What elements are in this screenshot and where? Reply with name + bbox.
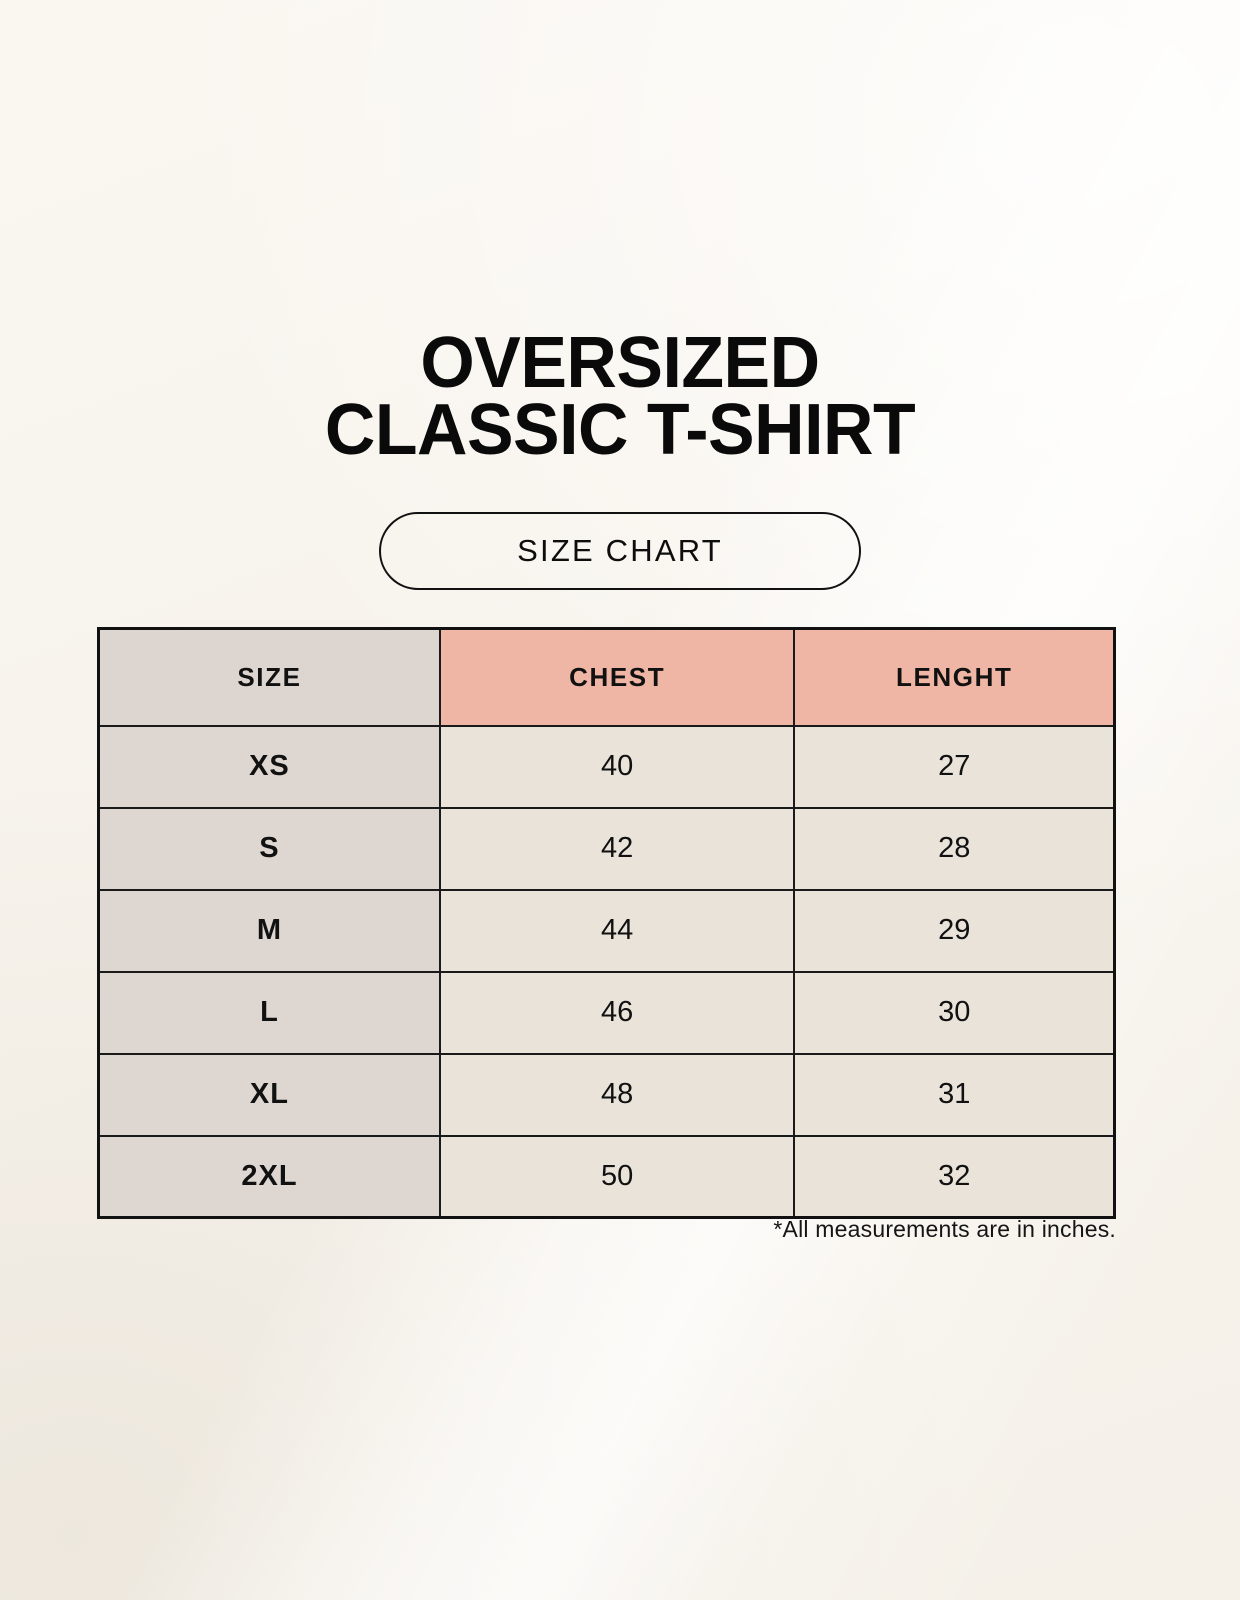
table-row: S 42 28	[97, 806, 1116, 891]
title-line-1: OVERSIZED	[420, 323, 820, 403]
cell-chest: 46	[438, 970, 796, 1055]
cell-chest: 50	[438, 1134, 796, 1219]
page-title: OVERSIZED CLASSIC T-SHIRT	[0, 323, 1240, 470]
table-row: 2XL 50 32	[97, 1134, 1116, 1219]
cell-size: S	[97, 806, 441, 891]
table-row: XS 40 27	[97, 724, 1116, 809]
cell-length: 30	[793, 970, 1116, 1055]
cell-length: 29	[793, 888, 1116, 973]
size-chart-badge-wrapper: SIZE CHART	[0, 512, 1240, 590]
table-row: XL 48 31	[97, 1052, 1116, 1137]
size-table-wrapper: SIZE CHEST LENGHT XS 40 27 S 42 28 M	[97, 627, 1116, 1219]
column-header-length: LENGHT	[793, 627, 1116, 727]
cell-size: L	[97, 970, 441, 1055]
cell-chest: 44	[438, 888, 796, 973]
cell-size: XS	[97, 724, 441, 809]
cell-size: M	[97, 888, 441, 973]
table-row: M 44 29	[97, 888, 1116, 973]
cell-length: 27	[793, 724, 1116, 809]
title-line-2: CLASSIC T-SHIRT	[324, 389, 916, 470]
table-row: L 46 30	[97, 970, 1116, 1055]
cell-chest: 40	[438, 724, 796, 809]
measurement-units-note: *All measurements are in inches.	[773, 1216, 1116, 1242]
cell-length: 28	[793, 806, 1116, 891]
size-chart-badge: SIZE CHART	[379, 512, 861, 590]
size-table: SIZE CHEST LENGHT XS 40 27 S 42 28 M	[97, 627, 1116, 1219]
cell-chest: 42	[438, 806, 796, 891]
table-body: XS 40 27 S 42 28 M 44 29 L 46 30	[97, 724, 1116, 1219]
table-header-row: SIZE CHEST LENGHT	[97, 627, 1116, 727]
cell-chest: 48	[438, 1052, 796, 1137]
column-header-size: SIZE	[97, 627, 441, 727]
table-head: SIZE CHEST LENGHT	[97, 627, 1116, 727]
cell-size: XL	[97, 1052, 441, 1137]
cell-length: 32	[793, 1134, 1116, 1219]
cell-length: 31	[793, 1052, 1116, 1137]
column-header-chest: CHEST	[438, 627, 796, 727]
cell-size: 2XL	[97, 1134, 441, 1219]
